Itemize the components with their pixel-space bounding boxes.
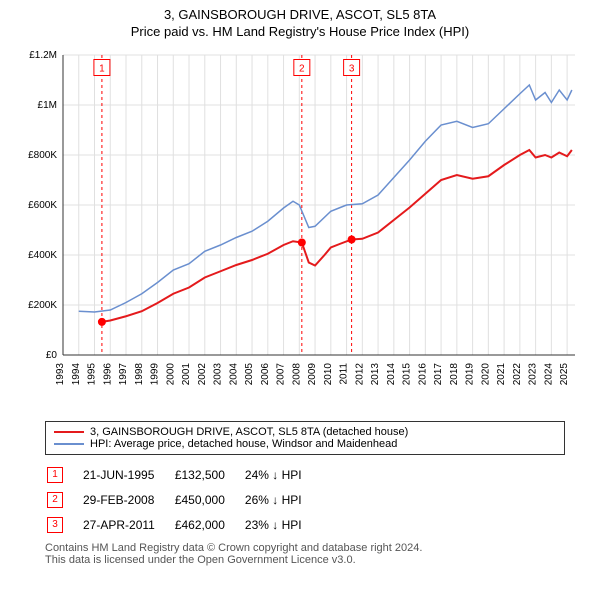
legend-row-property: 3, GAINSBOROUGH DRIVE, ASCOT, SL5 8TA (d… — [54, 426, 556, 438]
tx-price: £132,500 — [175, 463, 243, 486]
marker-box-icon: 3 — [47, 517, 63, 533]
svg-text:2025: 2025 — [559, 363, 570, 386]
tx-price: £450,000 — [175, 488, 243, 511]
svg-text:2006: 2006 — [260, 363, 271, 386]
chart-svg: £0 £200K £400K £600K £800K £1M £1.2M 1993 1994 19… — [15, 45, 585, 415]
svg-text:2022: 2022 — [512, 363, 523, 386]
svg-text:2005: 2005 — [244, 363, 255, 386]
legend-text-property: 3, GAINSBOROUGH DRIVE, ASCOT, SL5 8TA (d… — [90, 426, 408, 438]
svg-text:1: 1 — [99, 64, 105, 75]
svg-text:2014: 2014 — [386, 363, 397, 386]
legend-swatch-property — [54, 431, 84, 433]
svg-text:£0: £0 — [46, 350, 58, 361]
svg-text:1993: 1993 — [55, 363, 66, 386]
title-line2: Price paid vs. HM Land Registry's House … — [5, 24, 595, 39]
legend-row-hpi: HPI: Average price, detached house, Wind… — [54, 438, 556, 450]
footer-line2: This data is licensed under the Open Gov… — [45, 554, 565, 566]
svg-text:1997: 1997 — [118, 363, 129, 386]
svg-text:2009: 2009 — [307, 363, 318, 386]
tx-date: 29-FEB-2008 — [83, 488, 173, 511]
svg-text:2013: 2013 — [370, 363, 381, 386]
svg-text:2004: 2004 — [228, 363, 239, 386]
marker-box-icon: 2 — [47, 492, 63, 508]
tx-delta: 26% ↓ HPI — [245, 488, 320, 511]
svg-text:2021: 2021 — [496, 363, 507, 386]
svg-text:2001: 2001 — [181, 363, 192, 386]
svg-text:2023: 2023 — [528, 363, 539, 386]
svg-text:2019: 2019 — [465, 363, 476, 386]
svg-text:2007: 2007 — [276, 363, 287, 386]
transaction-row: 2 29-FEB-2008£450,00026% ↓ HPI — [47, 488, 320, 511]
tx-date: 27-APR-2011 — [83, 513, 173, 536]
svg-text:2: 2 — [299, 64, 305, 75]
tx-delta: 24% ↓ HPI — [245, 463, 320, 486]
svg-text:2002: 2002 — [197, 363, 208, 386]
footer: Contains HM Land Registry data © Crown c… — [45, 542, 565, 566]
footer-line1: Contains HM Land Registry data © Crown c… — [45, 542, 565, 554]
svg-text:2011: 2011 — [339, 363, 350, 385]
svg-text:2015: 2015 — [402, 363, 413, 386]
marker-box-icon: 1 — [47, 467, 63, 483]
svg-text:2016: 2016 — [417, 363, 428, 386]
svg-text:£1M: £1M — [38, 100, 57, 111]
svg-text:1995: 1995 — [87, 363, 98, 386]
svg-text:1996: 1996 — [102, 363, 113, 386]
svg-text:£1.2M: £1.2M — [29, 50, 57, 61]
svg-text:2012: 2012 — [354, 363, 365, 386]
legend-box: 3, GAINSBOROUGH DRIVE, ASCOT, SL5 8TA (d… — [45, 421, 565, 455]
legend-swatch-hpi — [54, 443, 84, 445]
tx-delta: 23% ↓ HPI — [245, 513, 320, 536]
svg-text:2020: 2020 — [480, 363, 491, 386]
tx-price: £462,000 — [175, 513, 243, 536]
svg-text:2024: 2024 — [543, 363, 554, 386]
svg-text:2003: 2003 — [213, 363, 224, 386]
transaction-row: 3 27-APR-2011£462,00023% ↓ HPI — [47, 513, 320, 536]
tx-date: 21-JUN-1995 — [83, 463, 173, 486]
title-line1: 3, GAINSBOROUGH DRIVE, ASCOT, SL5 8TA — [5, 7, 595, 22]
svg-text:£600K: £600K — [28, 200, 57, 211]
chart-area: £0 £200K £400K £600K £800K £1M £1.2M 1993 1994 19… — [15, 45, 585, 415]
title-block: 3, GAINSBOROUGH DRIVE, ASCOT, SL5 8TA Pr… — [5, 7, 595, 39]
svg-text:2000: 2000 — [165, 363, 176, 386]
svg-text:1999: 1999 — [150, 363, 161, 386]
svg-text:3: 3 — [349, 64, 355, 75]
svg-text:£400K: £400K — [28, 250, 57, 261]
svg-text:£800K: £800K — [28, 150, 57, 161]
svg-text:2008: 2008 — [291, 363, 302, 386]
transaction-row: 1 21-JUN-1995£132,50024% ↓ HPI — [47, 463, 320, 486]
svg-text:1998: 1998 — [134, 363, 145, 386]
svg-text:2010: 2010 — [323, 363, 334, 386]
svg-text:2017: 2017 — [433, 363, 444, 386]
svg-text:1994: 1994 — [71, 363, 82, 386]
svg-text:£200K: £200K — [28, 300, 57, 311]
transactions-table: 1 21-JUN-1995£132,50024% ↓ HPI 2 29-FEB-200… — [45, 461, 322, 538]
legend-text-hpi: HPI: Average price, detached house, Wind… — [90, 438, 397, 450]
svg-text:2018: 2018 — [449, 363, 460, 386]
